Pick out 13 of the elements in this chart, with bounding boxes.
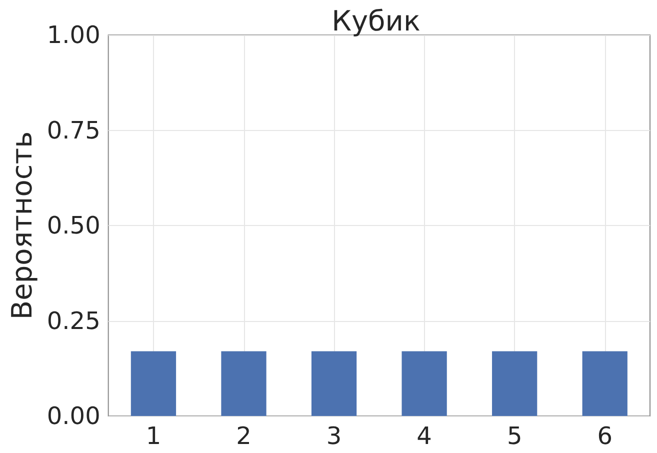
x-tick-label: 4 xyxy=(416,422,432,450)
y-tick-label: 0.00 xyxy=(46,402,100,430)
x-tick-label: 2 xyxy=(236,422,252,450)
x-tick-label: 1 xyxy=(146,422,162,450)
x-tick-label: 5 xyxy=(506,422,522,450)
x-tick-label: 3 xyxy=(326,422,342,450)
x-tick-label: 6 xyxy=(597,422,612,450)
chart-title: Кубик xyxy=(332,4,420,38)
y-tick-label: 1.00 xyxy=(46,21,100,49)
y-tick-label: 0.50 xyxy=(46,212,100,240)
y-axis-title: Вероятность xyxy=(6,131,38,320)
y-tick-label: 0.25 xyxy=(46,306,100,335)
y-tick-label: 0.75 xyxy=(46,116,100,144)
